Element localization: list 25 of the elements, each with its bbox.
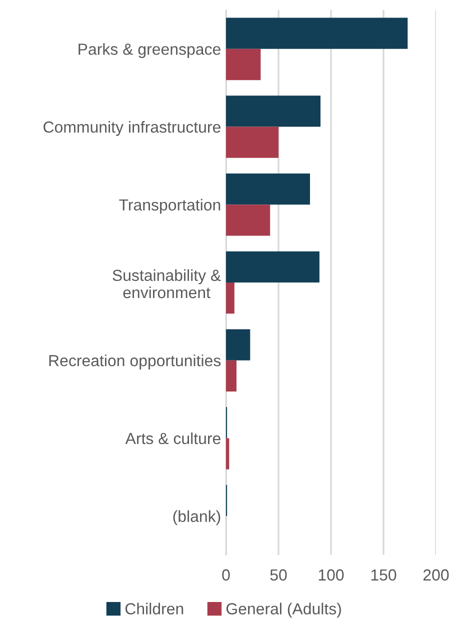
bar — [226, 438, 230, 470]
y-tick-label: Arts & culture — [125, 432, 220, 444]
legend-label: Children — [125, 602, 184, 614]
bar — [226, 329, 250, 360]
bar — [226, 204, 270, 236]
bar — [226, 48, 261, 80]
y-tick-label: Community infrastructure — [44, 121, 220, 136]
bar — [226, 360, 236, 392]
y-tick-label: Parks & greenspace — [78, 43, 220, 58]
bar — [226, 18, 408, 49]
y-tick-label: Sustainability & environment — [112, 269, 221, 298]
x-tick-label: 200 — [423, 569, 449, 581]
bar — [226, 126, 278, 158]
y-tick-label: Transportation — [119, 198, 220, 214]
bar — [226, 174, 310, 205]
bar — [226, 251, 320, 282]
x-tick-label: 50 — [270, 569, 287, 581]
bar — [226, 282, 234, 314]
y-tick-label: Recreation opportunities — [49, 354, 221, 370]
bar — [226, 96, 320, 127]
x-tick-label: 0 — [222, 569, 230, 581]
x-tick-label: 150 — [371, 569, 396, 581]
y-tick-label: (blank) — [173, 510, 220, 526]
legend-label: General (Adults) — [226, 602, 341, 618]
x-tick-label: 100 — [318, 569, 344, 581]
